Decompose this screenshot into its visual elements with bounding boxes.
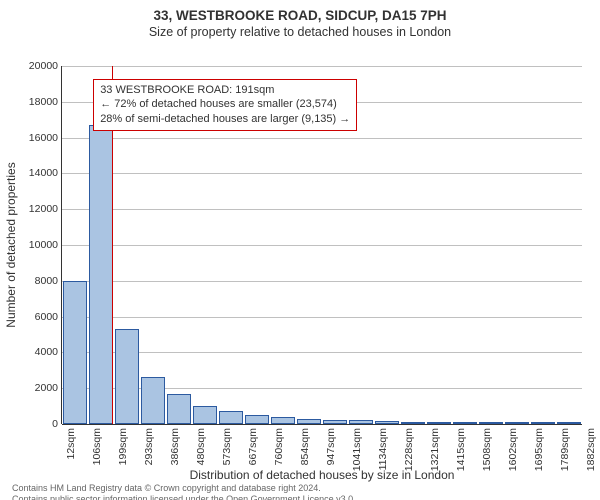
bar: [63, 281, 88, 424]
y-tick-label: 4000: [28, 346, 58, 358]
bar: [219, 411, 244, 424]
x-tick-label: 386sqm: [169, 428, 181, 465]
bar: [167, 394, 192, 424]
x-tick-label: 854sqm: [299, 428, 311, 465]
bar: [193, 406, 218, 424]
y-tick-label: 12000: [28, 203, 58, 215]
chart-title: 33, WESTBROOKE ROAD, SIDCUP, DA15 7PH: [0, 8, 600, 23]
x-tick-label: 1789sqm: [559, 428, 571, 471]
x-tick-label: 1602sqm: [507, 428, 519, 471]
x-tick-label: 12sqm: [65, 428, 77, 460]
x-tick-label: 199sqm: [117, 428, 129, 465]
chart-container: 33, WESTBROOKE ROAD, SIDCUP, DA15 7PH Si…: [0, 8, 600, 500]
gridline: [62, 173, 582, 174]
annotation-line: 33 WESTBROOKE ROAD: 191sqm: [100, 83, 350, 98]
bar: [141, 377, 166, 424]
x-axis-ticks: 12sqm 106sqm 199sqm 293sqm 386sqm 480sqm 573sq…: [62, 424, 582, 474]
y-tick-label: 20000: [28, 60, 58, 72]
x-tick-label: 947sqm: [325, 428, 337, 465]
y-tick-label: 18000: [28, 96, 58, 108]
gridline: [62, 281, 582, 282]
y-tick-label: 16000: [28, 132, 58, 144]
x-tick-label: 573sqm: [221, 428, 233, 465]
y-tick-label: 10000: [28, 239, 58, 251]
x-tick-label: 760sqm: [273, 428, 285, 465]
attribution-line2: Contains public sector information licen…: [12, 494, 356, 500]
x-tick-label: 293sqm: [143, 428, 155, 465]
y-axis-ticks: 0200040006000800010000120001400016000180…: [28, 66, 58, 424]
annotation-box: 33 WESTBROOKE ROAD: 191sqm← 72% of detac…: [93, 79, 357, 132]
y-tick-label: 8000: [28, 275, 58, 287]
gridline: [62, 138, 582, 139]
bar: [115, 329, 140, 424]
x-tick-label: 1882sqm: [585, 428, 597, 471]
gridline: [62, 245, 582, 246]
y-axis-line: [61, 66, 62, 424]
x-tick-label: 1415sqm: [455, 428, 467, 471]
x-tick-label: 480sqm: [195, 428, 207, 465]
y-tick-label: 2000: [28, 382, 58, 394]
x-tick-label: 106sqm: [91, 428, 103, 465]
y-tick-label: 14000: [28, 167, 58, 179]
x-tick-label: 667sqm: [247, 428, 259, 465]
gridline: [62, 66, 582, 67]
gridline: [62, 317, 582, 318]
x-tick-label: 1695sqm: [533, 428, 545, 471]
annotation-line: 28% of semi-detached houses are larger (…: [100, 112, 350, 127]
x-tick-label: 1321sqm: [429, 428, 441, 471]
attribution-line1: Contains HM Land Registry data © Crown c…: [12, 483, 356, 494]
bar: [271, 417, 296, 424]
chart-subtitle: Size of property relative to detached ho…: [0, 25, 600, 39]
x-axis-label: Distribution of detached houses by size …: [62, 468, 582, 482]
plot-area: 33 WESTBROOKE ROAD: 191sqm← 72% of detac…: [62, 66, 582, 424]
attribution-text: Contains HM Land Registry data © Crown c…: [12, 483, 356, 500]
gridline: [62, 209, 582, 210]
bar: [89, 125, 114, 424]
y-tick-label: 6000: [28, 311, 58, 323]
x-tick-label: 1041sqm: [351, 428, 363, 471]
x-tick-label: 1508sqm: [481, 428, 493, 471]
annotation-line: ← 72% of detached houses are smaller (23…: [100, 97, 350, 112]
y-axis-label: Number of detached properties: [4, 66, 18, 424]
x-tick-label: 1134sqm: [377, 428, 389, 470]
bar: [245, 415, 270, 424]
gridline: [62, 352, 582, 353]
y-tick-label: 0: [28, 418, 58, 430]
x-tick-label: 1228sqm: [403, 428, 415, 471]
